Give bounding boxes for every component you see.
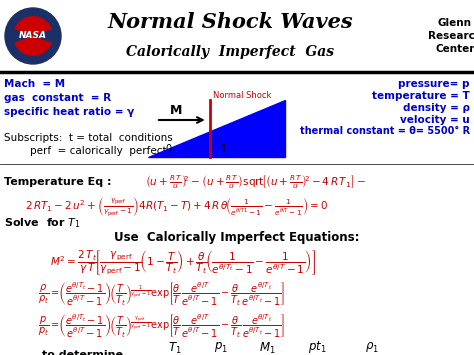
Text: pressure= p: pressure= p — [399, 79, 470, 89]
Text: Normal Shock: Normal Shock — [213, 91, 271, 99]
Text: $M^2=\dfrac{2\,T_t}{\gamma\,T}\!\left[\dfrac{\gamma_{\mathrm{perf}}}{\gamma_{\ma: $M^2=\dfrac{2\,T_t}{\gamma\,T}\!\left[\d… — [50, 249, 316, 277]
Text: $\dfrac{\rho_1}{\rho_0}$: $\dfrac{\rho_1}{\rho_0}$ — [365, 341, 381, 355]
Text: $\dfrac{M_1}{M_0}$: $\dfrac{M_1}{M_0}$ — [259, 340, 277, 355]
Text: Normal Shock Waves: Normal Shock Waves — [107, 12, 353, 32]
Text: density = ρ: density = ρ — [403, 103, 470, 113]
Text: Solve  for $T_1$: Solve for $T_1$ — [4, 216, 81, 230]
Text: 1: 1 — [220, 144, 227, 154]
Text: velocity = u: velocity = u — [400, 115, 470, 125]
Text: Temperature Eq :: Temperature Eq : — [4, 177, 111, 187]
Text: NASA: NASA — [19, 32, 47, 40]
Circle shape — [5, 8, 61, 64]
Text: M: M — [170, 104, 182, 116]
Text: $\dfrac{T_1}{T_0}$: $\dfrac{T_1}{T_0}$ — [168, 340, 182, 355]
Text: gas  constant  = R: gas constant = R — [4, 93, 111, 103]
Text: thermal constant = θ= 5500° R: thermal constant = θ= 5500° R — [300, 126, 470, 136]
Text: to determine: to determine — [42, 350, 123, 355]
Bar — [0, 0, 474, 72]
Text: $\dfrac{pt_1}{pt_0}$: $\dfrac{pt_1}{pt_0}$ — [308, 339, 328, 355]
Text: Glenn
Research
Center: Glenn Research Center — [428, 18, 474, 54]
Wedge shape — [14, 16, 52, 36]
Bar — [0, 72, 474, 355]
Text: $2\,RT_1 - 2\,u^2 + \left(\frac{\gamma_{\mathrm{perf}}}{\gamma_{\mathrm{perf}}-1: $2\,RT_1 - 2\,u^2 + \left(\frac{\gamma_{… — [25, 196, 328, 219]
Text: Mach  = M: Mach = M — [4, 79, 65, 89]
Text: $\dfrac{\rho}{\rho_t}=\!\left(\dfrac{e^{\theta/T_t}-1}{e^{\theta/T}-1}\right)\!\: $\dfrac{\rho}{\rho_t}=\!\left(\dfrac{e^{… — [38, 282, 285, 308]
Polygon shape — [148, 100, 285, 157]
Text: temperature = T: temperature = T — [372, 91, 470, 101]
Text: 0: 0 — [165, 144, 171, 154]
Text: perf  = calorically  perfect: perf = calorically perfect — [4, 146, 167, 156]
Wedge shape — [14, 36, 52, 56]
Text: Subscripts:  t = total  conditions: Subscripts: t = total conditions — [4, 133, 173, 143]
Text: $\left(u+\frac{R\,T}{u}\right)^{\!\!2}-\left(u+\frac{R\,T}{u}\right)\mathrm{sqrt: $\left(u+\frac{R\,T}{u}\right)^{\!\!2}-\… — [145, 174, 366, 191]
Text: Use  Calorically Imperfect Equations:: Use Calorically Imperfect Equations: — [114, 230, 360, 244]
Text: Calorically  Imperfect  Gas: Calorically Imperfect Gas — [126, 45, 334, 59]
Text: $\dfrac{p_1}{p_0}$: $\dfrac{p_1}{p_0}$ — [214, 341, 229, 355]
Text: specific heat ratio = γ: specific heat ratio = γ — [4, 107, 134, 117]
Text: $\dfrac{p}{p_t}=\!\left(\dfrac{e^{\theta/T_t}-1}{e^{\theta/T}-1}\right)\!\left(\: $\dfrac{p}{p_t}=\!\left(\dfrac{e^{\theta… — [38, 313, 285, 340]
